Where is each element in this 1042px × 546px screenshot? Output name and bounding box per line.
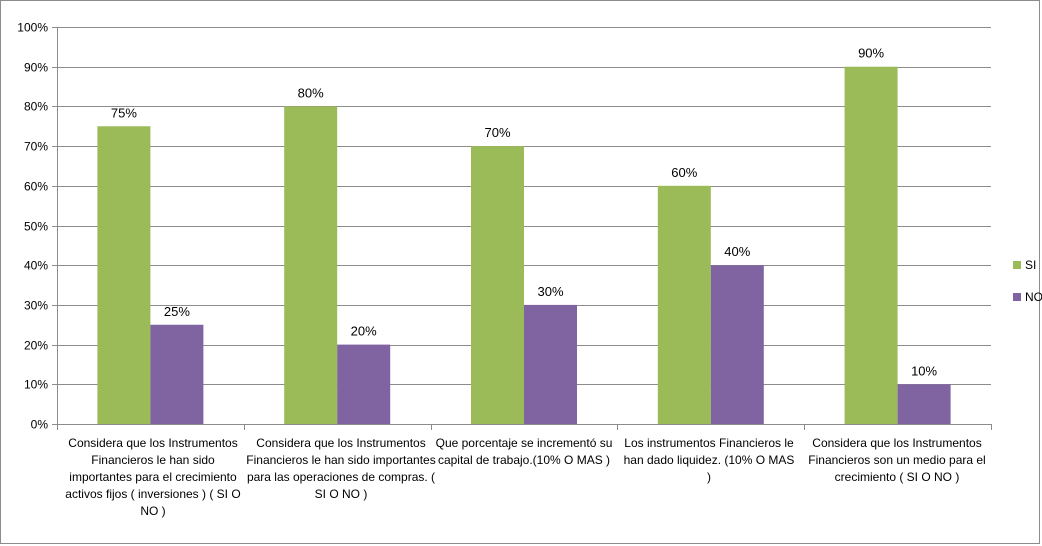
y-tick-label: 20% [24,339,48,353]
data-label-no-1: 25% [164,304,190,319]
category-label-4: Los instrumentos Financieros le han dado… [623,436,795,484]
y-tick-label: 50% [24,220,48,234]
y-tick-label: 80% [24,100,48,114]
category-label-5: Considera que los Instrumentos Financier… [808,436,986,484]
bar-si-5 [844,66,898,424]
legend-item-no: NO [1013,290,1042,304]
y-tick-label: 100% [17,21,48,35]
bar-si-2 [284,106,338,425]
data-label-no-4: 40% [724,244,750,259]
data-label-si-4: 60% [671,165,697,180]
bar-no-1 [150,324,204,424]
y-tick-label: 30% [24,299,48,313]
y-tick-label: 40% [24,259,48,273]
y-tick-label: 90% [24,61,48,75]
data-label-si-1: 75% [111,105,137,120]
legend-label-no: NO [1025,290,1042,304]
bar-no-3 [524,304,577,424]
data-label-no-3: 30% [537,284,563,299]
category-label-2: Considera que los Instrumentos Financier… [246,436,436,501]
bar-si-3 [471,146,524,424]
bar-no-4 [710,265,764,424]
legend-label-si: SI [1025,258,1037,272]
y-tick-label: 70% [24,140,48,154]
y-tick-label: 60% [24,180,48,194]
bar-no-5 [897,384,951,424]
y-tick-label: 10% [24,378,48,392]
category-label-3: Que porcentaje se incrementó su capital … [435,436,613,467]
bar-si-4 [657,185,711,424]
bar-si-1 [97,126,151,424]
data-label-no-5: 10% [911,363,937,378]
legend-swatch-si [1013,261,1021,269]
y-tick-label: 0% [31,418,49,432]
data-label-si-2: 80% [298,85,324,100]
legend-item-si: SI [1013,258,1036,272]
category-label-1: Considera que los Instrumentos Financier… [65,436,241,518]
data-label-si-5: 90% [858,46,884,61]
legend-swatch-no [1013,293,1021,301]
data-label-si-3: 70% [484,125,510,140]
data-label-no-2: 20% [351,324,377,339]
bar-no-2 [337,344,391,424]
